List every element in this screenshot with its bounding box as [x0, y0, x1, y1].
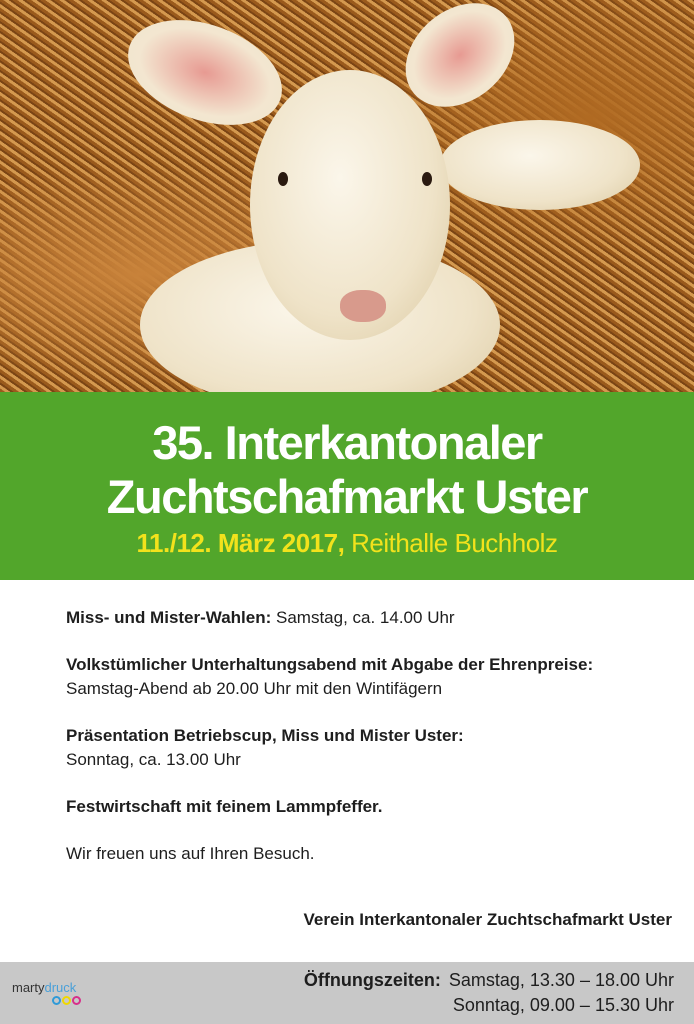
title-banner: 35. Interkantonaler Zuchtschafmarkt Uste…	[0, 392, 694, 580]
program-item-text: Samstag-Abend ab 20.00 Uhr mit den Winti…	[66, 679, 443, 698]
event-date-venue: 11./12. März 2017, Reithalle Buchholz	[0, 526, 694, 560]
lamb-eye	[278, 172, 288, 186]
signature: Verein Interkantonaler Zuchtschafmarkt U…	[303, 910, 672, 929]
logo-circles-icon	[52, 996, 81, 1005]
lamb-eye	[422, 172, 432, 186]
closing-text: Wir freuen uns auf Ihren Besuch.	[66, 844, 315, 863]
footer: martydruck Öffnungszeiten: Samstag, 13.30…	[0, 962, 694, 1024]
program-item-text: Sonntag, ca. 13.00 Uhr	[66, 750, 241, 769]
hours-sunday: Sonntag, 09.00 – 15.30 Uhr	[452, 995, 674, 1015]
lamb-nose	[340, 290, 386, 322]
opening-hours-label: Öffnungszeiten:	[303, 970, 441, 990]
program-item-text: Samstag, ca. 14.00 Uhr	[271, 608, 455, 627]
hours-saturday: Samstag, 13.30 – 18.00 Uhr	[448, 970, 674, 990]
program-item: Miss- und Mister-Wahlen: Samstag, ca. 14…	[66, 606, 676, 630]
martydruck-logo: martydruck	[12, 980, 77, 995]
program-item: Volkstümlicher Unterhaltungsabend mit Ab…	[66, 653, 676, 701]
program-item-title: Miss- und Mister-Wahlen:	[66, 608, 272, 627]
program-item: Festwirtschaft mit feinem Lammpfeffer.	[66, 795, 676, 819]
program-item-title: Festwirtschaft mit feinem Lammpfeffer.	[66, 797, 383, 816]
program-item: Präsentation Betriebscup, Miss und Miste…	[66, 724, 676, 772]
lamb-photo	[0, 0, 694, 392]
event-venue: Reithalle Buchholz	[351, 528, 558, 558]
program-item-title: Präsentation Betriebscup, Miss und Miste…	[66, 726, 464, 745]
title-line-1: 35. Interkantonaler	[152, 416, 543, 469]
lamb-back	[440, 120, 640, 210]
title-line-2: Zuchtschafmarkt Uster	[106, 470, 589, 523]
event-date: 11./12. März 2017,	[136, 528, 345, 558]
program-item-title: Volkstümlicher Unterhaltungsabend mit Ab…	[66, 655, 594, 674]
opening-hours: Öffnungszeiten: Samstag, 13.30 – 18.00 Uh…	[304, 968, 674, 1018]
lamb-ear-left	[113, 0, 297, 145]
program: Miss- und Mister-Wahlen: Samstag, ca. 14…	[66, 606, 676, 889]
